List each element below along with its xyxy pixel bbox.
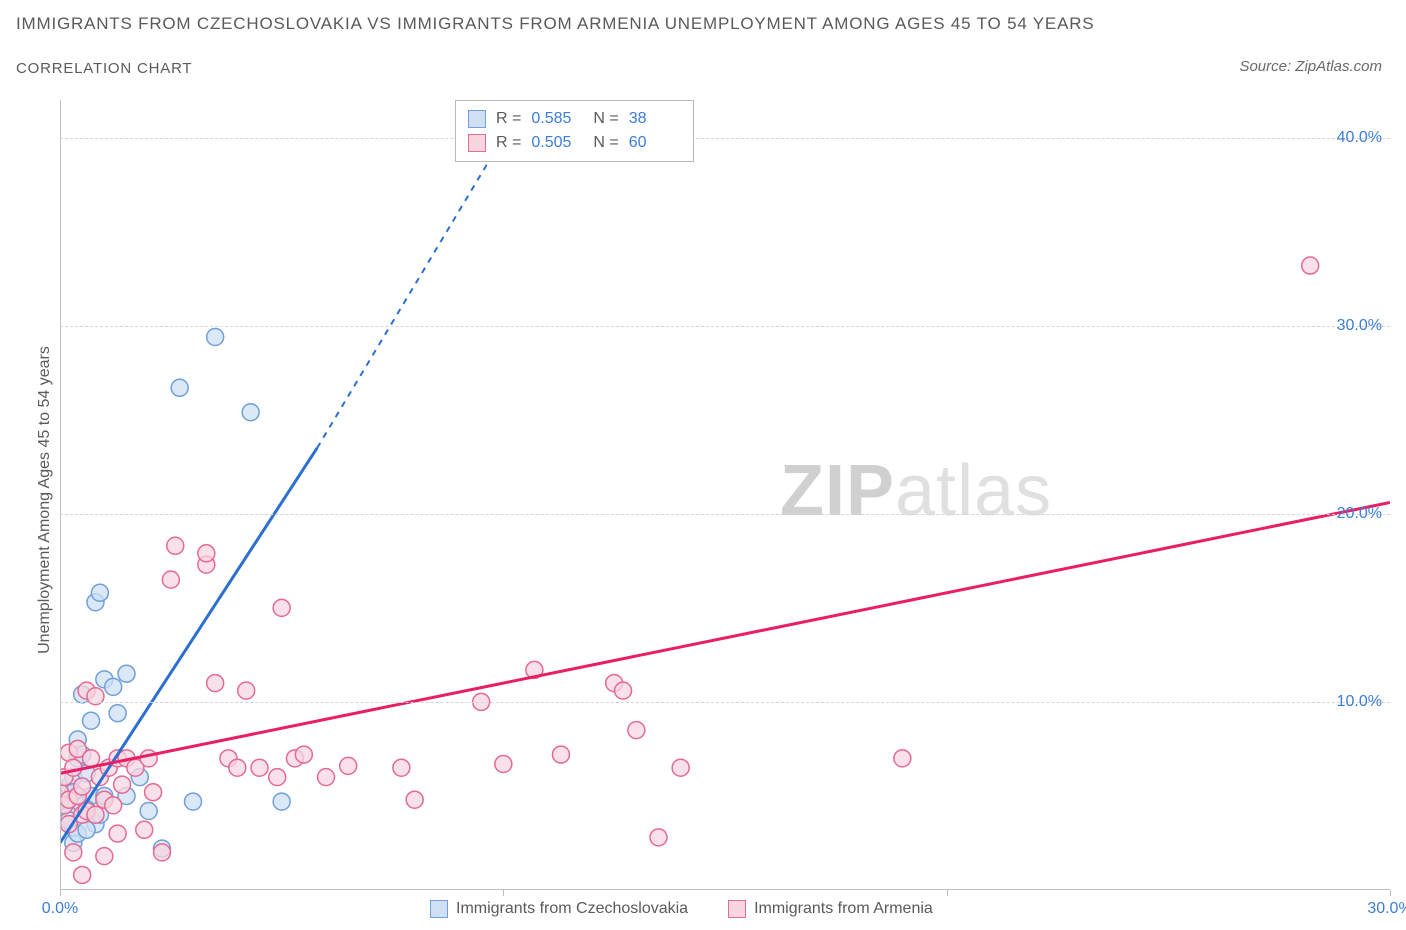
data-point	[495, 755, 512, 772]
y-axis-label: Unemployment Among Ages 45 to 54 years	[36, 346, 54, 654]
data-point	[628, 722, 645, 739]
data-point	[894, 750, 911, 767]
legend-n-value: 60	[629, 131, 681, 155]
data-point	[273, 599, 290, 616]
data-point	[615, 682, 632, 699]
data-point	[672, 759, 689, 776]
legend-series-name: Immigrants from Czechoslovakia	[456, 900, 688, 918]
chart-title: IMMIGRANTS FROM CZECHOSLOVAKIA VS IMMIGR…	[16, 14, 1094, 34]
legend-swatch	[728, 900, 746, 918]
data-point	[65, 759, 82, 776]
data-point	[167, 537, 184, 554]
scatter-plot	[60, 100, 1390, 890]
x-tick-mark	[60, 890, 61, 896]
legend-r-value: 0.585	[531, 107, 583, 131]
data-point	[105, 797, 122, 814]
x-axis-line	[60, 889, 1390, 890]
legend-row: R = 0.505 N = 60	[468, 131, 681, 155]
legend-n-label: N =	[593, 131, 618, 155]
data-point	[318, 769, 335, 786]
data-point	[109, 825, 126, 842]
gridline	[60, 326, 1390, 327]
data-point	[105, 678, 122, 695]
data-point	[198, 545, 215, 562]
data-point	[145, 784, 162, 801]
legend-series-item: Immigrants from Czechoslovakia	[430, 900, 688, 918]
data-point	[650, 829, 667, 846]
trend-line	[60, 503, 1390, 774]
x-tick-mark	[503, 890, 504, 896]
legend-n-value: 38	[629, 107, 681, 131]
data-point	[140, 803, 157, 820]
data-point	[207, 329, 224, 346]
legend-n-label: N =	[593, 107, 618, 131]
data-point	[406, 791, 423, 808]
y-tick-label: 10.0%	[1337, 693, 1382, 711]
data-point	[83, 712, 100, 729]
data-point	[162, 571, 179, 588]
data-point	[251, 759, 268, 776]
data-point	[109, 705, 126, 722]
legend-r-label: R =	[496, 107, 521, 131]
source-citation: Source: ZipAtlas.com	[1239, 58, 1382, 75]
legend-series-name: Immigrants from Armenia	[754, 900, 933, 918]
data-point	[238, 682, 255, 699]
data-point	[269, 769, 286, 786]
legend-series-item: Immigrants from Armenia	[728, 900, 933, 918]
data-point	[207, 675, 224, 692]
data-point	[393, 759, 410, 776]
gridline	[60, 138, 1390, 139]
x-tick-label: 30.0%	[1367, 900, 1406, 918]
x-tick-mark	[1390, 890, 1391, 896]
data-point	[118, 665, 135, 682]
y-tick-label: 20.0%	[1337, 505, 1382, 523]
data-point	[185, 793, 202, 810]
data-point	[140, 750, 157, 767]
data-point	[1302, 257, 1319, 274]
gridline	[60, 514, 1390, 515]
data-point	[340, 757, 357, 774]
data-point	[273, 793, 290, 810]
data-point	[229, 759, 246, 776]
legend-swatch	[468, 134, 486, 152]
legend-row: R = 0.585 N = 38	[468, 107, 681, 131]
y-axis-line	[60, 100, 61, 890]
correlation-legend: R = 0.585 N = 38 R = 0.505 N = 60	[455, 100, 694, 162]
legend-r-label: R =	[496, 131, 521, 155]
series-legend: Immigrants from Czechoslovakia Immigrants…	[430, 900, 933, 918]
data-point	[171, 379, 188, 396]
data-point	[153, 844, 170, 861]
data-point	[65, 844, 82, 861]
chart-area: Unemployment Among Ages 45 to 54 years Z…	[60, 100, 1390, 890]
legend-swatch	[468, 110, 486, 128]
data-point	[87, 806, 104, 823]
data-point	[74, 866, 91, 883]
data-point	[74, 778, 91, 795]
y-tick-label: 30.0%	[1337, 317, 1382, 335]
y-tick-label: 40.0%	[1337, 129, 1382, 147]
legend-r-value: 0.505	[531, 131, 583, 155]
x-tick-label: 0.0%	[42, 900, 78, 918]
data-point	[91, 584, 108, 601]
legend-swatch	[430, 900, 448, 918]
data-point	[552, 746, 569, 763]
data-point	[136, 821, 153, 838]
chart-subtitle: CORRELATION CHART	[16, 60, 192, 77]
data-point	[242, 404, 259, 421]
data-point	[83, 750, 100, 767]
x-tick-mark	[947, 890, 948, 896]
data-point	[114, 776, 131, 793]
gridline	[60, 702, 1390, 703]
data-point	[96, 848, 113, 865]
data-point	[295, 746, 312, 763]
